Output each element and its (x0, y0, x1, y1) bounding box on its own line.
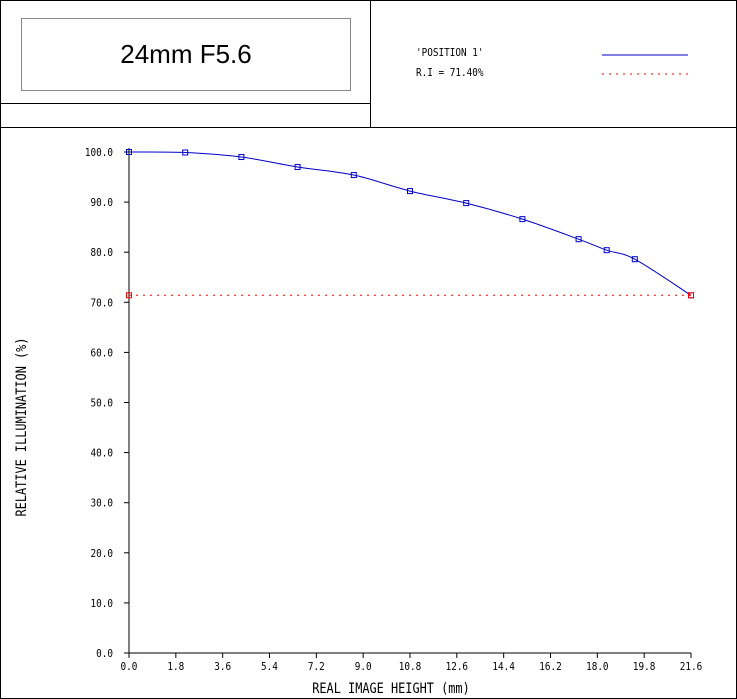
x-tick-label: 12.6 (446, 661, 468, 673)
y-tick-label: 20.0 (91, 548, 113, 560)
y-tick-label: 100.0 (85, 147, 113, 159)
x-tick-label: 10.8 (399, 661, 421, 673)
series-position-marker (575, 236, 582, 243)
series-position-line (128, 151, 692, 296)
series-position-marker (603, 247, 610, 254)
y-tick-label: 80.0 (91, 248, 113, 260)
x-tick-label: 21.6 (680, 661, 702, 673)
series-position-marker (238, 154, 245, 161)
series-ri-marker (688, 292, 694, 299)
y-axis-label: RELATIVE ILLUMINATION (%) (14, 337, 30, 516)
legend-label-ri: R.I = 71.40% (416, 66, 484, 79)
y-tick-label: 60.0 (91, 348, 113, 360)
series-position-marker (182, 149, 189, 156)
y-tick-label: 40.0 (91, 448, 113, 460)
x-tick-label: 14.4 (492, 661, 514, 673)
x-tick-label: 7.2 (308, 661, 325, 673)
y-tick-label: 90.0 (91, 197, 113, 209)
y-tick-label: 70.0 (91, 298, 113, 310)
x-tick-label: 3.6 (214, 661, 231, 673)
x-axis-label: REAL IMAGE HEIGHT (mm) (312, 681, 470, 697)
series-position-marker (631, 256, 638, 263)
x-tick-label: 9.0 (355, 661, 372, 673)
plot-area: 0.0 10.0 20.0 30.0 40.0 50.0 60.0 70.0 80.0 90.0 1… (85, 147, 702, 673)
legend-label-position: 'POSITION 1' (416, 46, 484, 59)
series-position-marker (407, 188, 413, 195)
series-position-marker (350, 172, 357, 179)
series-position-marker (294, 164, 301, 171)
y-tick-label: 0.0 (96, 648, 113, 660)
chart-title: 24mm F5.6 (120, 39, 252, 69)
series-position-marker (519, 216, 526, 223)
x-tick-label: 5.4 (261, 661, 278, 673)
series-ri-marker (126, 292, 132, 299)
y-tick-label: 30.0 (91, 498, 113, 510)
x-tick-label: 19.8 (633, 661, 655, 673)
x-tick-label: 16.2 (539, 661, 561, 673)
title-box: 24mm F5.6 (21, 18, 351, 91)
y-tick-label: 50.0 (91, 398, 113, 410)
series-position-marker (463, 200, 470, 207)
x-tick-label: 1.8 (167, 661, 184, 673)
x-tick-label: 0.0 (121, 661, 138, 673)
x-tick-label: 18.0 (586, 661, 608, 673)
y-tick-label: 10.0 (91, 598, 113, 610)
series-position-marker (126, 149, 132, 155)
